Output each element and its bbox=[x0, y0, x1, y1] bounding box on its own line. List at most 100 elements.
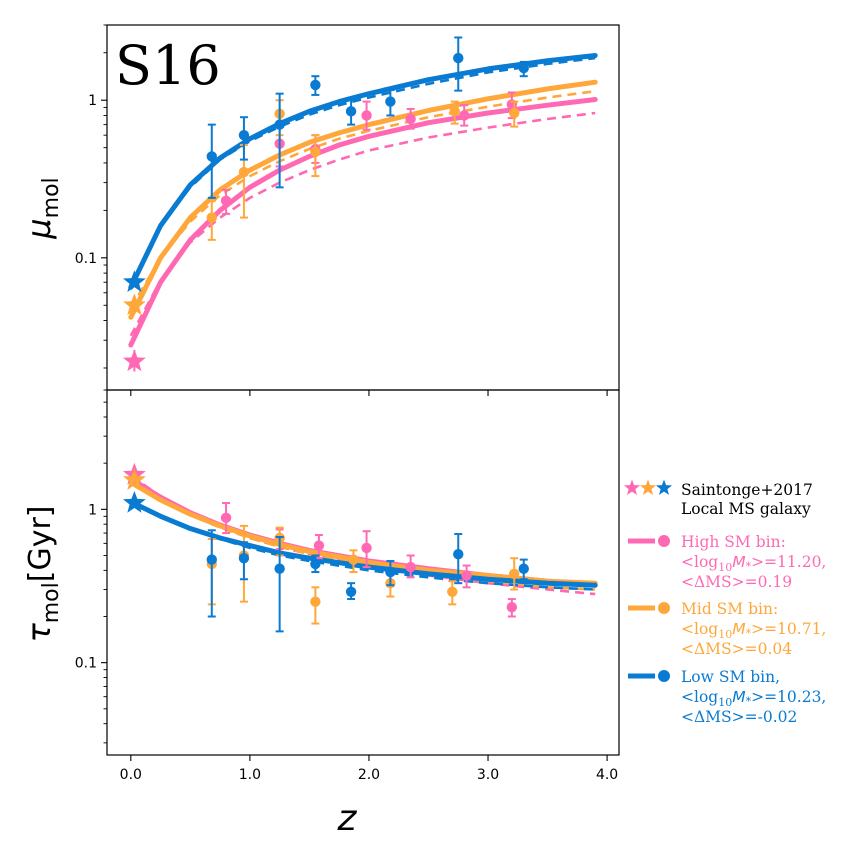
legend-entry-line: <log10M*>=10.71, bbox=[681, 620, 826, 641]
legend-ref-line1: Saintonge+2017 bbox=[681, 481, 813, 499]
top-low-marker bbox=[385, 96, 396, 107]
top-high-marker bbox=[405, 113, 416, 125]
legend-entry-mid: Mid SM bin: <log10M*>=10.71,<ΔMS>=0.04 bbox=[628, 600, 826, 658]
bottom-low-marker bbox=[385, 566, 396, 578]
bottom-mid-marker bbox=[509, 568, 520, 579]
top-low-marker bbox=[238, 129, 250, 141]
bottom-high-fit-dashed-line bbox=[130, 474, 596, 596]
x-tick-label: 2.0 bbox=[358, 767, 380, 783]
x-tick-label: 1.0 bbox=[239, 767, 261, 783]
bottom-high-marker bbox=[361, 542, 372, 554]
top-low-data-point bbox=[274, 92, 285, 189]
bottom-high-marker bbox=[506, 602, 518, 613]
bottom-high-data-point bbox=[405, 554, 416, 579]
bottom-high-marker bbox=[461, 570, 472, 581]
panel-label: S16 bbox=[115, 34, 221, 97]
bottom-high-data-point bbox=[461, 564, 472, 589]
legend-star-icon bbox=[655, 479, 673, 495]
top-mid-marker bbox=[310, 146, 321, 158]
legend-entry-line: <ΔMS>=-0.02 bbox=[681, 708, 797, 726]
bottom-low-marker bbox=[238, 553, 250, 564]
top-y-tick-label: 0.1 bbox=[75, 251, 97, 267]
bottom-low-star-icon bbox=[122, 490, 146, 513]
top-mid-marker bbox=[206, 212, 217, 223]
bottom-low-data-point bbox=[206, 529, 217, 618]
top-mid-fit-solid-line bbox=[128, 79, 598, 320]
x-tick-label: 0.0 bbox=[120, 767, 142, 783]
top-low-data-point bbox=[385, 89, 396, 117]
top-mid-marker bbox=[509, 107, 520, 119]
bottom-low-fit-solid-line bbox=[128, 499, 598, 588]
top-panel: 0.11 S16 μmol bbox=[20, 24, 620, 396]
bottom-mid-star-icon bbox=[122, 468, 146, 490]
bottom-panel-frame bbox=[106, 389, 620, 756]
legend-entry-line: Low SM bin, bbox=[681, 668, 780, 686]
top-mid-star-icon bbox=[122, 293, 146, 315]
top-low-marker bbox=[206, 151, 217, 162]
top-high-marker bbox=[361, 110, 372, 121]
bottom-y-axis-label-unit: [Gyr] bbox=[23, 505, 58, 582]
legend-ref-markers bbox=[623, 479, 673, 495]
bottom-y-tick-label: 0.1 bbox=[75, 656, 97, 672]
top-high-fit-dashed-line bbox=[129, 111, 596, 337]
legend-entry-line: <ΔMS>=0.19 bbox=[681, 573, 792, 591]
legend-entry-line: High SM bin: bbox=[681, 533, 786, 551]
legend-star-icon bbox=[623, 479, 641, 495]
top-high-data-point bbox=[405, 107, 416, 130]
bottom-high-data-point bbox=[220, 501, 232, 535]
top-low-data-point bbox=[345, 99, 357, 126]
legend-star-icon bbox=[639, 479, 657, 495]
bottom-mid-marker bbox=[348, 554, 359, 565]
bottom-low-marker bbox=[206, 554, 217, 565]
bottom-low-marker bbox=[518, 563, 529, 574]
bottom-low-data-point bbox=[345, 582, 357, 601]
bottom-low-ref-star bbox=[122, 490, 146, 513]
top-high-data-point bbox=[220, 188, 232, 215]
top-high-fit-solid-line bbox=[128, 97, 598, 348]
legend-ref-line2: Local MS galaxy bbox=[681, 500, 811, 518]
legend-marker-swatch bbox=[658, 535, 670, 547]
bottom-mid-data-point bbox=[447, 580, 458, 606]
bottom-high-marker bbox=[313, 540, 325, 551]
bottom-low-marker bbox=[310, 558, 321, 570]
legend-entry-line: <log10M*>=10.23, bbox=[681, 688, 826, 709]
top-y-axis-label-main: μ bbox=[20, 218, 58, 239]
top-mid-data-point bbox=[509, 100, 520, 128]
top-mid-data-point bbox=[206, 199, 217, 241]
bottom-y-axis-label: τmol[Gyr] bbox=[20, 505, 64, 642]
top-high-marker bbox=[220, 195, 232, 207]
legend-entry-line: <ΔMS>=0.04 bbox=[681, 640, 792, 658]
legend: Saintonge+2017 Local MS galaxy High SM b… bbox=[623, 479, 826, 726]
top-high-ref-star bbox=[122, 349, 146, 372]
bottom-y-axis-label-main: τ bbox=[20, 623, 58, 643]
bottom-high-data-point bbox=[506, 598, 518, 618]
bottom-mid-marker bbox=[310, 596, 321, 607]
bottom-mid-marker bbox=[447, 586, 458, 597]
bottom-low-data-point bbox=[238, 541, 250, 581]
top-low-marker bbox=[518, 62, 529, 74]
top-low-fit-solid-line bbox=[128, 53, 598, 290]
top-low-star-icon bbox=[122, 270, 146, 292]
top-mid-data-point bbox=[310, 134, 321, 178]
legend-entry-high: High SM bin: <log10M*>=11.20,<ΔMS>=0.19 bbox=[628, 533, 826, 591]
bottom-low-data-point bbox=[310, 554, 321, 574]
top-low-data-point bbox=[518, 60, 529, 78]
legend-marker-swatch bbox=[658, 670, 670, 682]
x-axis-label: z bbox=[337, 798, 358, 839]
top-panel-ticks: 0.11 bbox=[75, 24, 608, 396]
x-tick-label: 4.0 bbox=[596, 767, 618, 783]
top-low-data-point bbox=[238, 116, 250, 161]
top-mid-ref-star bbox=[122, 293, 146, 315]
bottom-high-marker bbox=[405, 561, 416, 573]
bottom-high-marker bbox=[220, 512, 232, 524]
top-panel-data bbox=[122, 36, 598, 372]
top-low-data-point bbox=[206, 123, 217, 199]
top-low-data-point bbox=[310, 75, 321, 96]
bottom-panel: 0.1 1 0.0 1.0 2.0 3.0 4.0 τmol[Gyr] bbox=[20, 389, 620, 783]
top-high-data-point bbox=[459, 104, 470, 127]
bottom-low-data-point bbox=[385, 560, 396, 587]
top-low-marker bbox=[453, 52, 464, 64]
top-high-data-point bbox=[361, 100, 372, 131]
bottom-high-data-point bbox=[313, 534, 325, 560]
